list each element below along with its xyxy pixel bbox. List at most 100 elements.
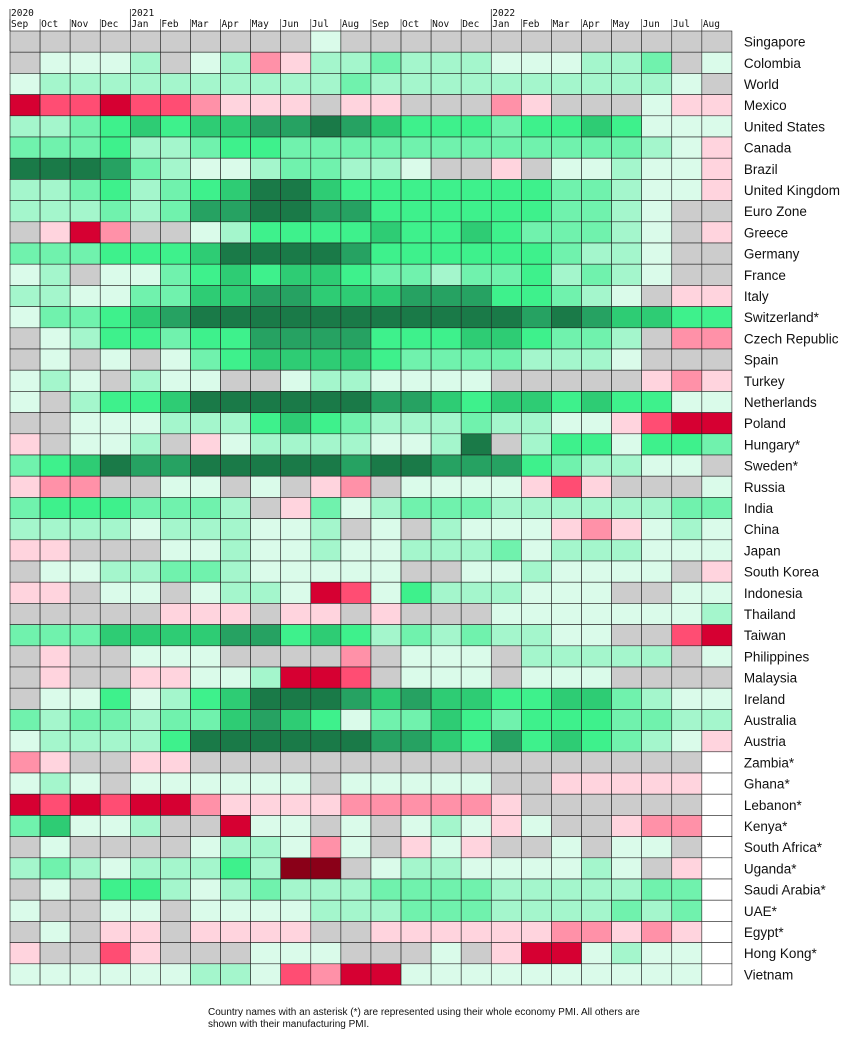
heatmap-cell [99,348,131,371]
heatmap-cell [280,94,312,117]
heatmap-cell [551,539,582,562]
heatmap-cell [521,836,552,859]
heatmap-cell [39,285,71,307]
heatmap-cell [99,497,131,519]
heatmap-cell [99,242,131,265]
heatmap-cell [370,815,402,837]
heatmap-cell [9,666,41,689]
heatmap-cell [671,963,703,986]
heatmap-cell [490,136,522,159]
heatmap-cell [490,263,522,286]
heatmap-cell [39,179,71,201]
heatmap-cell [400,624,432,647]
heatmap-cell [160,793,191,816]
heatmap-cell [370,454,402,477]
heatmap-cell [671,412,703,435]
heatmap-cell [99,454,131,477]
country-label: Thailand [744,607,796,622]
heatmap-cell [39,454,71,477]
heatmap-cell [460,115,492,138]
heatmap-cell [39,793,71,816]
heatmap-cell [310,179,342,201]
heatmap-cell [190,327,221,350]
country-label: Hungary* [744,437,801,452]
year-tick-label: 2021 [131,8,154,19]
heatmap-cell [460,645,492,668]
heatmap-cell [9,793,41,816]
heatmap-cell [130,603,161,625]
heatmap-cell [701,772,733,795]
heatmap-cell [611,857,642,880]
heatmap-cell [430,263,462,286]
heatmap-cell [460,51,492,74]
heatmap-cell [69,772,101,795]
heatmap-cell [611,157,642,180]
heatmap-cell [250,73,282,95]
heatmap-cell [370,51,402,74]
heatmap-cell [521,560,552,583]
heatmap-cell [99,772,131,795]
heatmap-cell [641,942,673,965]
heatmap-cell [160,369,191,392]
heatmap-cell [340,348,372,371]
heatmap-cell [400,306,432,329]
heatmap-cell [400,730,432,753]
heatmap-cell [310,51,342,74]
heatmap-cell [490,518,522,541]
heatmap-cell [521,242,552,265]
heatmap-cell [490,921,522,943]
heatmap-cell [39,30,71,53]
heatmap-cell [69,751,101,774]
heatmap-cell [160,921,191,943]
month-tick-label: Dec [101,19,118,30]
heatmap-cell [551,687,582,710]
heatmap-cell [581,263,612,286]
heatmap-cell [641,921,673,943]
heatmap-cell [220,306,251,329]
heatmap-cell [250,942,282,965]
heatmap-cell [641,136,673,159]
heatmap-cell [701,666,733,689]
heatmap-cell [99,200,131,223]
heatmap-cell [9,687,41,710]
heatmap-cell [250,603,282,625]
heatmap-cell [460,306,492,329]
heatmap-cell [310,793,342,816]
heatmap-cell [701,836,733,859]
heatmap-cell [9,94,41,117]
heatmap-cell [551,921,582,943]
heatmap-cell [370,391,402,413]
heatmap-cell [671,899,703,922]
heatmap-cell [250,624,282,647]
heatmap-cell [160,200,191,223]
heatmap-cell [340,560,372,583]
heatmap-cell [370,369,402,392]
month-tick-label: Nov [432,19,449,30]
heatmap-cell [190,348,221,371]
heatmap-cell [460,751,492,774]
heatmap-cell [370,285,402,307]
heatmap-cell [280,730,312,753]
heatmap-cell [220,709,251,731]
heatmap-cell [310,857,342,880]
heatmap-cell [400,412,432,435]
heatmap-cell [581,963,612,986]
heatmap-cell [190,157,221,180]
heatmap-cell [9,369,41,392]
heatmap-cell [490,666,522,689]
heatmap-cell [671,51,703,74]
heatmap-cell [400,963,432,986]
heatmap-cell [671,179,703,201]
heatmap-cell [130,581,161,604]
heatmap-cell [99,263,131,286]
heatmap-cell [99,751,131,774]
heatmap-cell [490,51,522,74]
heatmap-cell [220,285,251,307]
heatmap-cell [130,94,161,117]
heatmap-cell [220,412,251,435]
heatmap-cell [160,157,191,180]
heatmap-cell [9,454,41,477]
heatmap-cell [130,179,161,201]
heatmap-cell [641,348,673,371]
country-label: Zambia* [744,755,795,770]
